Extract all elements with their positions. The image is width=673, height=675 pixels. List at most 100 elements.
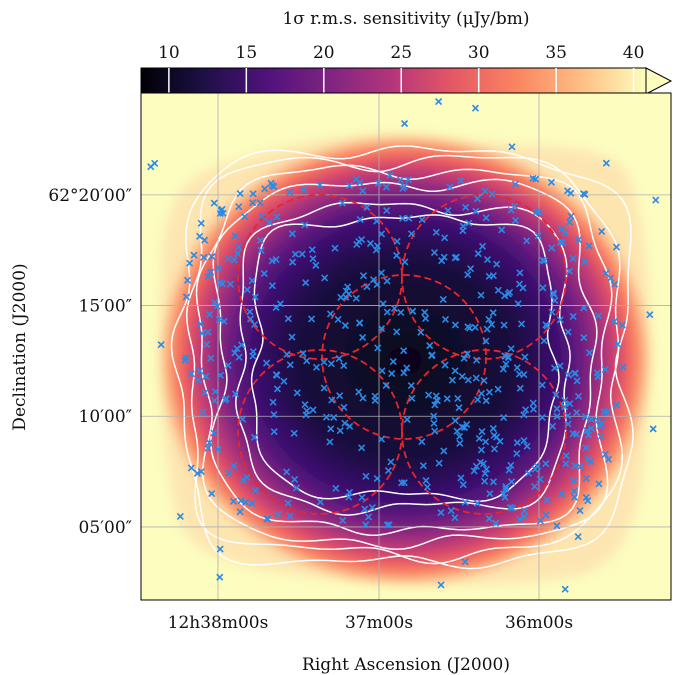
source-marker [552,391,560,399]
source-marker [522,406,530,414]
source-marker [504,353,512,361]
source-marker [513,364,521,372]
source-marker [377,269,385,277]
source-marker [393,251,401,260]
source-marker [502,483,510,491]
source-marker [405,214,413,222]
source-marker [261,185,269,193]
source-marker [269,398,277,406]
source-marker [397,308,405,316]
source-marker [203,340,211,349]
source-marker [216,279,224,287]
source-marker [359,333,367,341]
source-marker [516,384,524,392]
source-marker [338,199,346,207]
source-marker [501,292,509,300]
source-marker [457,474,465,482]
source-marker [529,405,538,413]
source-marker [268,282,276,290]
source-marker [549,422,557,430]
source-marker [517,320,526,328]
source-marker [263,515,271,523]
source-marker [231,232,239,240]
source-marker [236,508,244,516]
source-marker [330,413,338,421]
source-marker [309,255,317,263]
source-marker [321,274,329,282]
source-marker [276,300,284,308]
source-marker [382,381,390,390]
source-marker [520,507,528,515]
source-marker [540,337,548,345]
x-tick-labels: 12h38m00s 37m00s 36m00s [168,613,573,633]
x-tick-label: 12h38m00s [168,613,269,633]
source-marker [490,445,499,453]
source-marker [423,483,431,491]
source-marker [202,372,210,381]
source-marker [280,377,288,385]
source-marker [571,369,579,378]
source-marker [489,272,497,280]
source-marker [399,184,407,192]
source-marker [358,444,366,452]
pointing-circle [401,194,567,360]
source-marker [494,385,502,393]
source-marker [335,354,343,363]
source-marker [383,206,391,215]
source-marker [352,294,360,302]
source-marker [270,182,278,191]
source-marker [431,401,439,409]
source-marker [403,416,411,424]
source-marker [210,396,218,405]
colorbar-gradient [141,68,646,94]
source-marker [478,242,487,250]
source-marker [215,315,223,323]
source-marker [197,219,205,227]
source-marker [426,342,434,350]
source-marker [576,506,584,515]
source-marker [328,396,336,404]
source-marker [257,246,265,254]
source-marker [422,476,430,485]
source-marker [246,308,254,316]
source-marker [499,365,507,373]
source-marker [558,490,566,498]
source-marker [302,279,310,287]
source-marker [482,214,490,222]
source-marker [404,176,413,184]
source-marker [196,320,204,328]
source-marker [508,143,516,151]
source-marker [516,515,524,524]
source-marker [357,235,366,244]
source-marker [474,250,482,258]
source-marker [270,428,278,436]
source-marker [334,315,342,324]
source-marker [400,120,409,128]
source-marker [256,199,264,207]
source-marker [556,238,564,246]
source-marker [241,212,249,221]
plot-frame [140,92,672,601]
source-marker [437,509,445,517]
contour-line [235,201,571,516]
source-marker [556,362,564,370]
source-marker [433,396,441,404]
source-marker [584,455,592,463]
source-marker [569,254,577,263]
source-marker [200,253,208,261]
source-marker [366,239,375,248]
source-marker [516,269,524,277]
source-marker [187,464,195,472]
source-marker [543,496,551,504]
colorbar-tick-label: 20 [313,43,335,63]
source-marker [441,234,449,242]
source-marker [567,212,575,220]
source-marker [559,238,567,247]
source-marker [576,463,585,471]
source-marker [341,419,349,427]
source-marker [430,412,438,420]
source-marker [289,258,297,266]
source-marker [581,258,589,266]
source-marker [208,490,216,498]
source-marker [231,349,239,357]
